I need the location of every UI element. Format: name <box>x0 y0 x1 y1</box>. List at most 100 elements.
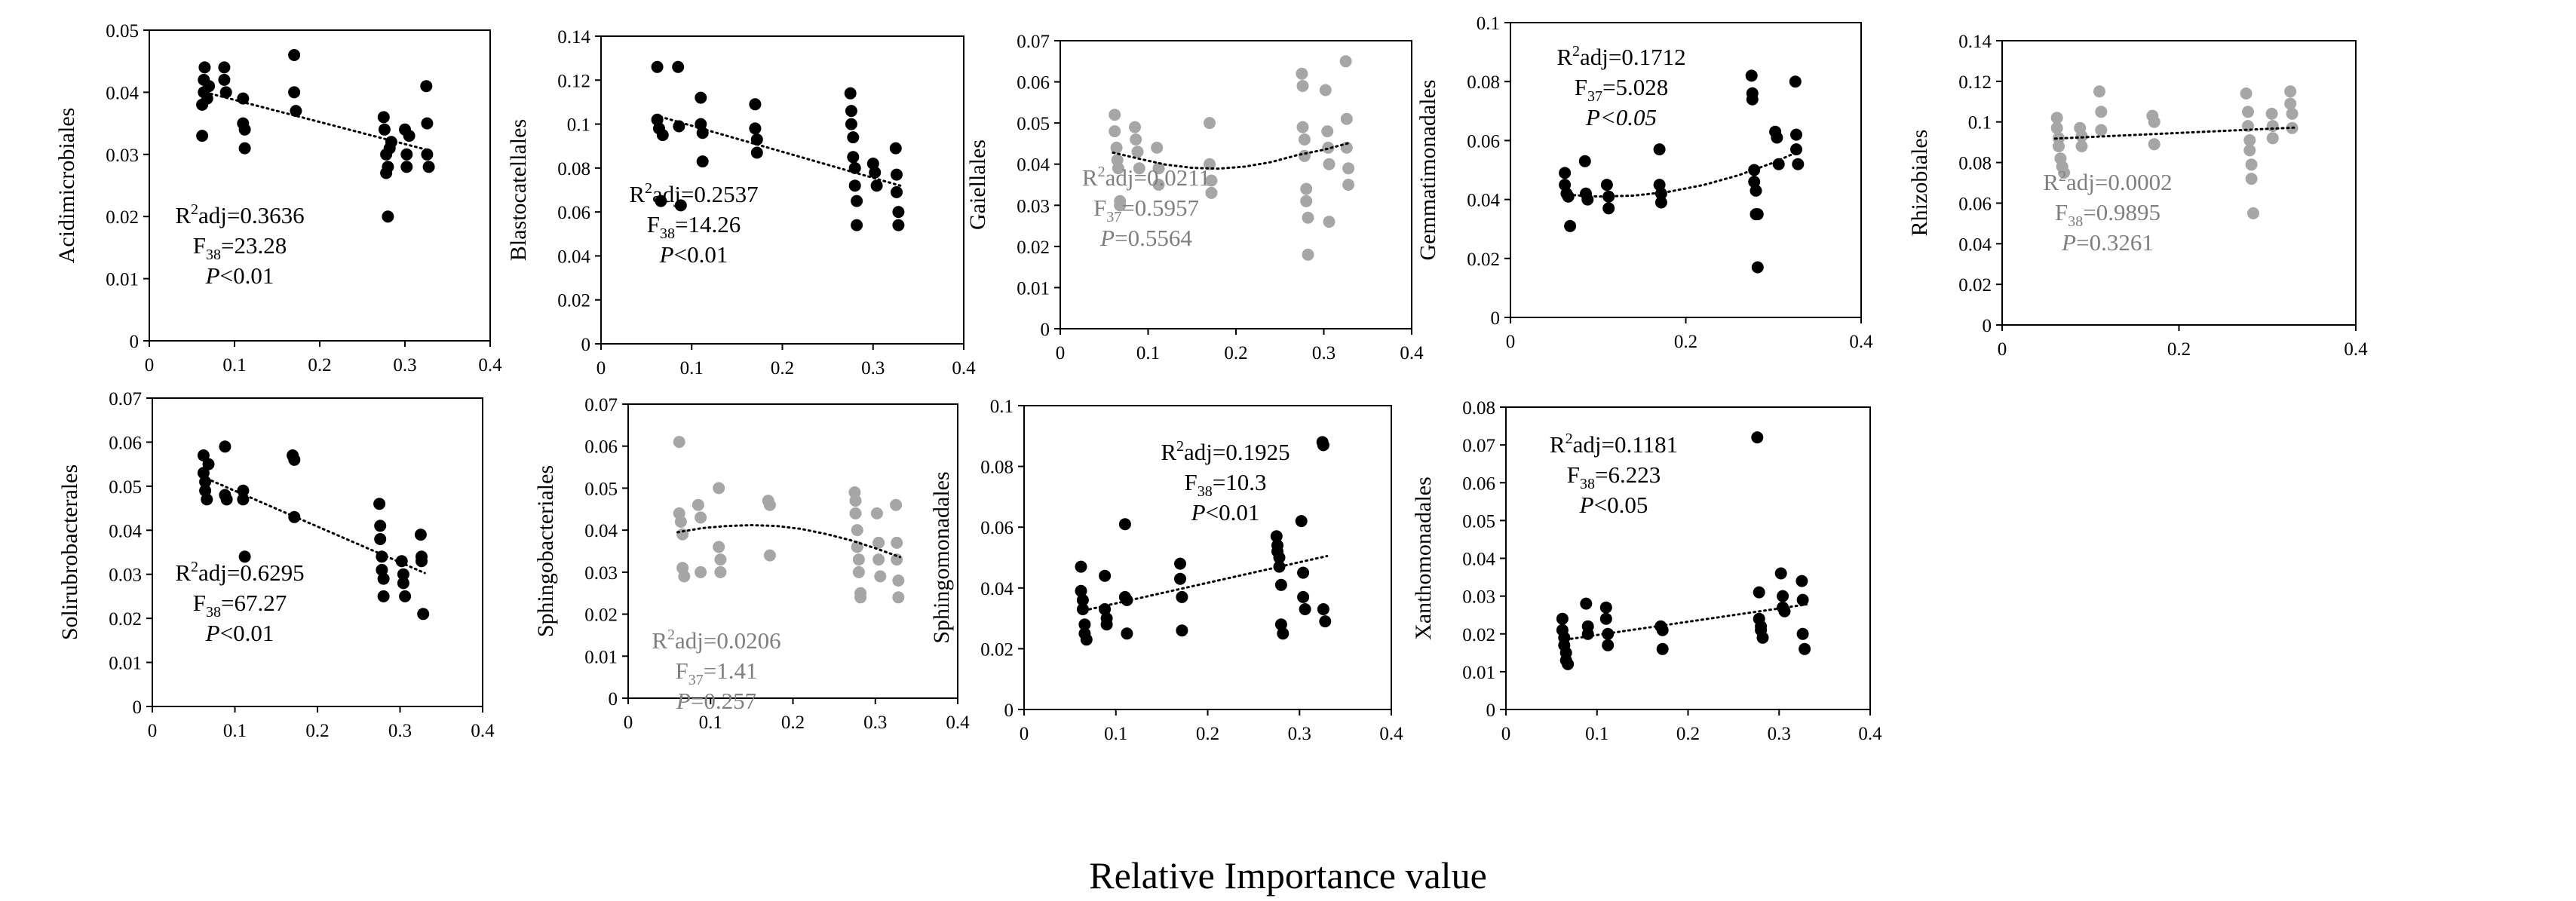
data-point <box>847 131 860 144</box>
data-point <box>892 219 905 231</box>
data-point <box>238 142 251 155</box>
y-tick-label: 0.14 <box>1958 32 1992 52</box>
data-point <box>1556 612 1569 625</box>
x-tick-label: 0.1 <box>680 358 704 378</box>
data-point <box>2284 85 2297 98</box>
y-tick-label: 0.02 <box>557 291 590 311</box>
data-point <box>1751 208 1764 221</box>
data-point <box>1133 162 1145 175</box>
trend-line <box>676 523 901 559</box>
data-point <box>1080 633 1093 646</box>
x-tick-label: 0 <box>624 713 633 733</box>
data-point <box>763 498 776 511</box>
data-point <box>416 555 428 568</box>
data-point <box>847 151 860 164</box>
data-point <box>2095 124 2108 136</box>
stat-line: P<0.01 <box>205 620 274 646</box>
y-tick-label: 0.03 <box>106 146 139 166</box>
data-point <box>1751 261 1764 274</box>
data-point <box>852 565 865 578</box>
data-point <box>382 210 394 223</box>
y-tick-label: 0.12 <box>1958 72 1992 93</box>
data-point <box>1174 572 1186 585</box>
data-point <box>400 161 413 173</box>
y-tick-label: 0.06 <box>109 433 142 453</box>
x-tick-label: 0.2 <box>1674 332 1697 352</box>
panel-xanthomonadales: 0 0.01 0.02 0.03 0.04 0.05 0.06 0.07 0.08 0 0.1 0.2… <box>1411 398 1882 744</box>
y-tick-label: 0.07 <box>109 389 142 409</box>
x-tick-label: 0 <box>148 721 158 741</box>
y-tick-label: 0 <box>1491 308 1501 329</box>
y-tick-label: 0 <box>609 689 618 709</box>
stat-line: F37=1.41 <box>676 657 758 688</box>
panel-rhizobiales: 0 0.02 0.04 0.06 0.08 0.1 0.12 0.14 0 0.2 0.4 Rhizo… <box>1907 32 2368 360</box>
data-point <box>1121 627 1133 640</box>
panel-solirubrobacterales: 0 0.01 0.02 0.03 0.04 0.05 0.06 0.07 0 0.1 0.2 0.3 0… <box>57 389 495 741</box>
y-tick-label: 0.08 <box>557 159 590 179</box>
data-point <box>891 168 903 181</box>
data-point <box>1599 612 1612 625</box>
y-tick-label: 0.05 <box>106 21 139 41</box>
data-point <box>695 565 707 578</box>
data-point <box>1300 195 1313 207</box>
data-point <box>1746 93 1759 106</box>
x-tick-label: 0.1 <box>1136 343 1160 363</box>
y-tick-label: 0 <box>1983 316 1992 336</box>
stat-line: R2adj=0.0211 <box>1082 164 1210 191</box>
panel-gemmatimonadales: 0 0.02 0.04 0.06 0.08 0.1 0 0.2 0.4 Gemmatimonada… <box>1415 14 1873 352</box>
data-point <box>2075 140 2088 152</box>
data-point <box>1319 84 1332 97</box>
data-point <box>678 570 691 583</box>
data-point <box>1112 162 1124 175</box>
data-point <box>673 436 685 449</box>
x-tick-label: 0.3 <box>1312 343 1336 363</box>
data-point <box>851 524 863 537</box>
y-tick-label: 0.06 <box>980 518 1014 538</box>
data-point <box>1580 597 1593 610</box>
data-point <box>870 179 883 192</box>
stat-line: R2adj=0.0206 <box>652 627 780 654</box>
data-point <box>1790 143 1802 156</box>
data-point <box>1656 624 1669 636</box>
data-point <box>750 133 763 146</box>
y-tick-label: 0.03 <box>1017 196 1050 216</box>
x-tick-label: 0 <box>1506 332 1516 352</box>
data-point <box>373 498 386 510</box>
x-tick-label: 0.1 <box>1585 724 1608 744</box>
data-point <box>1799 642 1811 655</box>
data-point <box>1300 182 1313 195</box>
data-point <box>1789 75 1802 88</box>
x-tick-label: 0 <box>1998 339 2007 360</box>
y-tick-label: 0 <box>1486 700 1496 721</box>
data-point <box>2242 106 2254 118</box>
y-tick-label: 0.06 <box>1017 73 1050 93</box>
data-point <box>219 86 232 99</box>
data-point <box>695 511 707 524</box>
data-point <box>845 118 857 130</box>
panel-blastocatellales: 0 0.02 0.04 0.06 0.08 0.1 0.12 0.14 0 0.1 0.2 0.3 0.… <box>506 27 976 378</box>
data-point <box>2245 158 2258 171</box>
x-tick-label: 0.2 <box>1224 343 1247 363</box>
x-tick-label: 0.1 <box>1104 724 1127 744</box>
data-point <box>1130 133 1142 146</box>
y-tick-label: 0.03 <box>1462 587 1495 608</box>
panel-sphingobacteriales: 0 0.01 0.02 0.03 0.04 0.05 0.06 0.07 0 0.1 0.2 0.3 0… <box>533 395 970 733</box>
y-axis-label: Blastocatellales <box>506 119 531 261</box>
y-tick-label: 0.04 <box>557 247 590 267</box>
data-point <box>1756 631 1769 644</box>
data-point <box>651 60 664 73</box>
data-point <box>1176 624 1188 637</box>
data-point <box>1297 566 1310 579</box>
x-tick-label: 0.2 <box>781 713 805 733</box>
data-point <box>1109 125 1121 138</box>
data-point <box>2148 138 2160 151</box>
data-point <box>870 507 883 519</box>
y-tick-label: 0.07 <box>584 395 618 415</box>
stat-line: R2adj=0.1181 <box>1550 431 1678 458</box>
data-point <box>852 553 865 566</box>
data-point <box>237 92 250 105</box>
x-tick-label: 0.4 <box>1379 724 1403 744</box>
data-point <box>851 195 863 207</box>
stat-line: F38=0.9895 <box>2055 199 2160 230</box>
